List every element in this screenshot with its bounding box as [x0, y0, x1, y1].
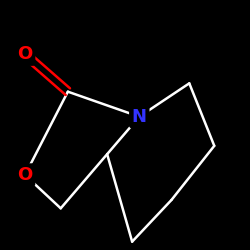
Text: N: N [132, 108, 147, 126]
Text: O: O [18, 166, 33, 184]
Text: O: O [18, 45, 33, 63]
